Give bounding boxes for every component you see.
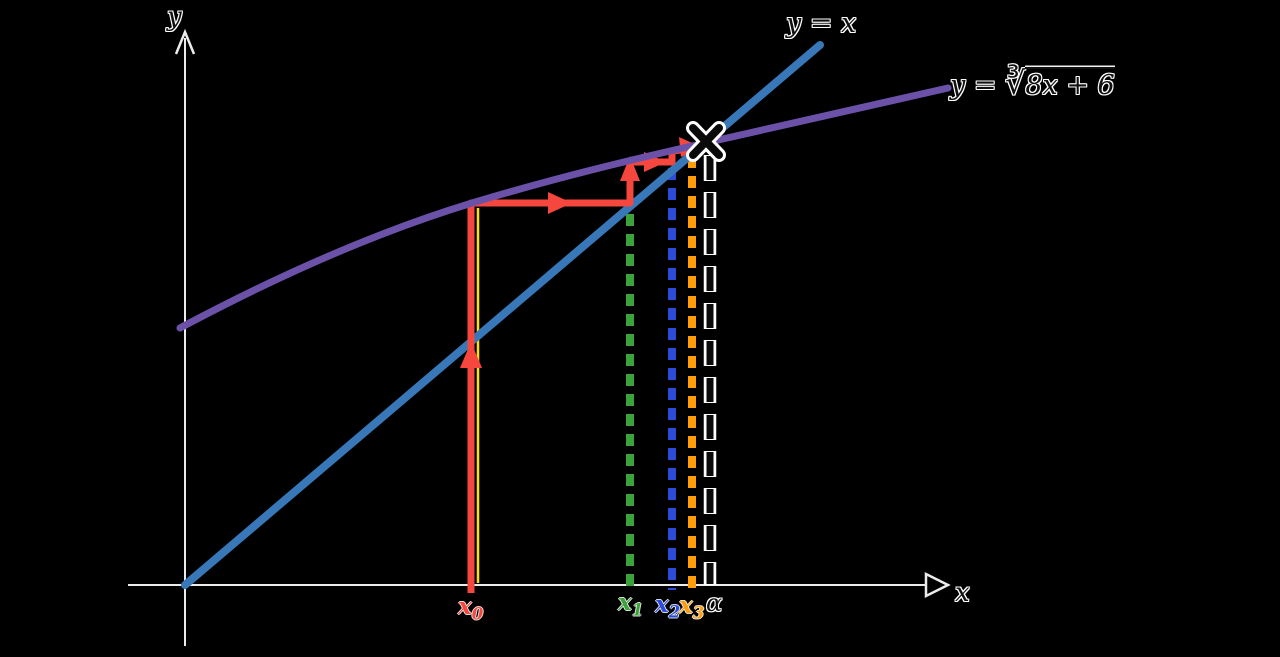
function-curve-label: y = ∛8x + 6 xyxy=(950,64,1115,102)
fixed-point-marker-cross xyxy=(689,124,723,159)
tick-subscript: 1 xyxy=(631,599,644,620)
tick-subscript: 0 xyxy=(471,603,484,624)
x-axis-arrow-icon xyxy=(924,571,951,599)
equation-prefix: y = xyxy=(950,70,1006,101)
y-axis-label: y xyxy=(167,2,182,32)
tick-label-x1: x1 xyxy=(618,589,643,620)
fixed-point-marker xyxy=(686,121,726,162)
tick-label-x3: x3 xyxy=(679,592,704,623)
function-curve xyxy=(176,84,952,332)
tick-label-x0: x0 xyxy=(458,593,483,624)
iteration-arrowhead-up-1 xyxy=(460,342,482,368)
cube-root-symbol: ∛ xyxy=(1005,64,1026,102)
tick-label-x2: x2 xyxy=(655,591,680,622)
fixed-point-label: α xyxy=(706,589,723,617)
equation-radicand: 8x + 6 xyxy=(1025,67,1115,101)
identity-line-label: y = x xyxy=(786,8,857,39)
iteration-arrowhead-up-2 xyxy=(620,156,640,181)
tick-base: x xyxy=(679,592,693,619)
iteration-arrowhead-right-1 xyxy=(548,192,572,214)
iteration-path xyxy=(467,144,700,593)
tick-subscript: 2 xyxy=(668,601,681,622)
tick-base: x xyxy=(655,591,669,618)
x-axis-label: x xyxy=(955,578,970,608)
tick-subscript: 3 xyxy=(692,602,705,623)
y-axis-arrow-icon xyxy=(174,28,196,55)
tick-base: x xyxy=(458,593,472,620)
tick-base: x xyxy=(618,589,632,616)
